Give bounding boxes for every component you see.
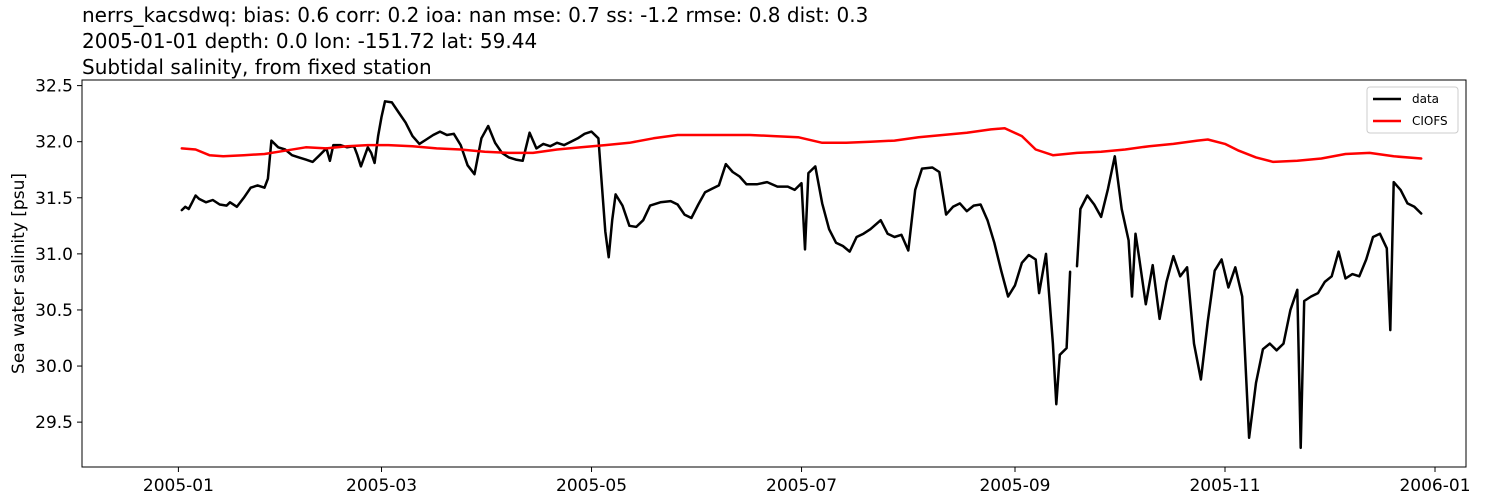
y-tick-label: 31.0 (35, 245, 73, 265)
x-tick-label: 2005-01 (143, 476, 214, 496)
y-tick-label: 32.5 (35, 77, 73, 97)
series-line-ciofs (180, 126, 1423, 164)
y-tick-label: 30.5 (35, 301, 73, 321)
x-tick-label: 2005-07 (766, 476, 837, 496)
x-tick-label: 2005-03 (346, 476, 417, 496)
y-tick-label: 31.5 (35, 189, 73, 209)
plot-lines (180, 100, 1423, 450)
y-tick-label: 29.5 (35, 413, 73, 433)
x-tick-label: 2005-05 (556, 476, 627, 496)
axes-frame (81, 79, 1467, 468)
x-tick-label: 2006-01 (1399, 476, 1470, 496)
x-axis: 2005-01 2005-03 2005-05 2005-07 2005-09 2005-… (143, 467, 1471, 496)
x-tick-label: 2005-09 (979, 476, 1050, 496)
legend-label: data (1412, 92, 1439, 106)
legend-label: CIOFS (1412, 114, 1448, 128)
legend: data CIOFS (1366, 86, 1459, 134)
chart-title: nerrs_kacsdwq: bias: 0.6 corr: 0.2 ioa: … (82, 2, 868, 80)
y-tick-label: 30.0 (35, 357, 73, 377)
series-line-data (180, 100, 1423, 450)
y-axis-label: Sea water salinity [psu] (9, 173, 29, 374)
y-axis: 29.5 30.0 30.5 31.0 31.5 32.0 32.5 (35, 77, 82, 433)
title-line-2: 2005-01-01 depth: 0.0 lon: -151.72 lat: … (82, 29, 538, 53)
y-tick-label: 32.0 (35, 133, 73, 153)
title-line-1: nerrs_kacsdwq: bias: 0.6 corr: 0.2 ioa: … (82, 3, 869, 27)
title-line-3: Subtidal salinity, from fixed station (82, 55, 432, 79)
x-tick-label: 2005-11 (1189, 476, 1260, 496)
